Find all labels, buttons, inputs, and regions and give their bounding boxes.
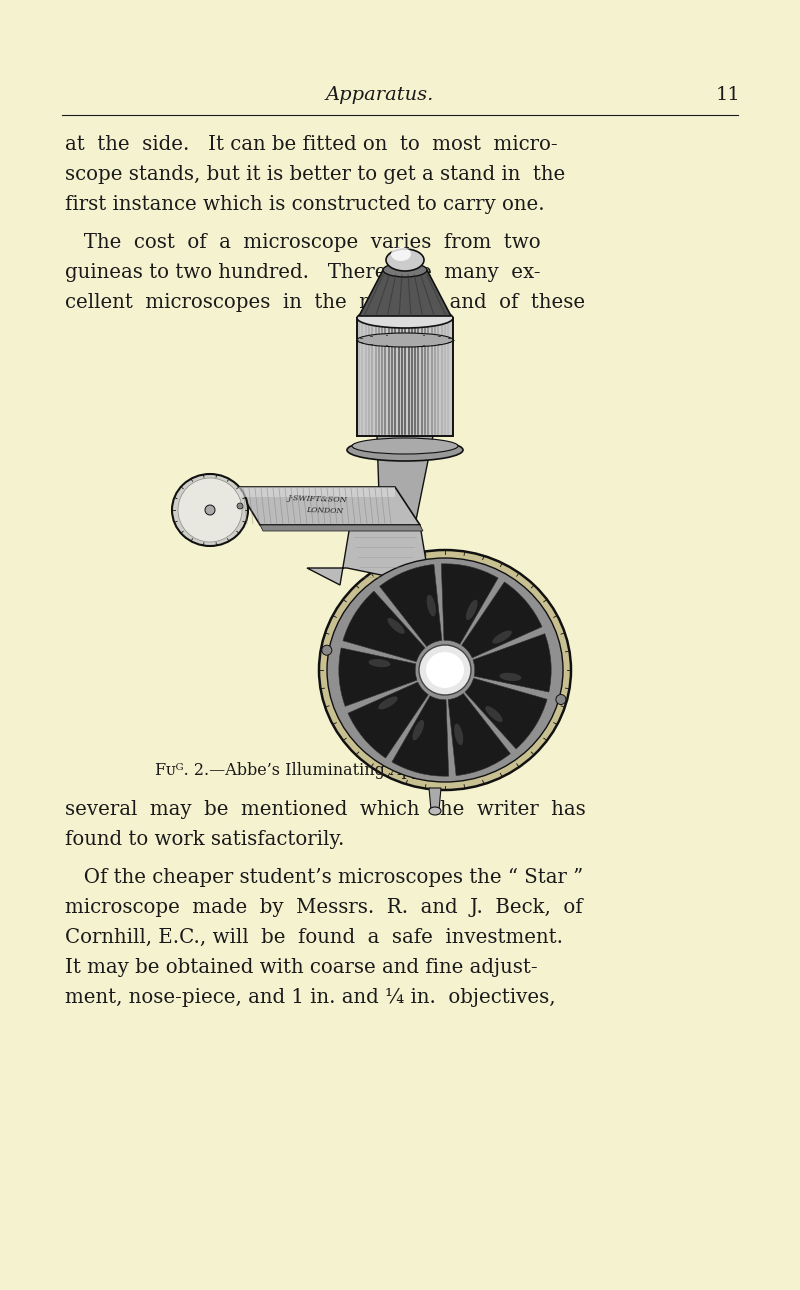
- Ellipse shape: [386, 249, 424, 271]
- Wedge shape: [380, 565, 442, 646]
- Wedge shape: [462, 582, 542, 658]
- FancyBboxPatch shape: [357, 319, 453, 436]
- Text: ment, nose-piece, and 1 in. and ¼ in.  objectives,: ment, nose-piece, and 1 in. and ¼ in. ob…: [65, 988, 556, 1007]
- Ellipse shape: [352, 439, 458, 454]
- Ellipse shape: [347, 439, 463, 461]
- Text: Of the cheaper student’s microscopes the “ Star ”: Of the cheaper student’s microscopes the…: [65, 868, 583, 888]
- Text: at  the  side.   It can be fitted on  to  most  micro-: at the side. It can be fitted on to most…: [65, 135, 558, 154]
- Text: The  cost  of  a  microscope  varies  from  two: The cost of a microscope varies from two: [65, 233, 541, 252]
- Ellipse shape: [378, 697, 398, 710]
- Polygon shape: [359, 270, 451, 316]
- Ellipse shape: [383, 263, 427, 277]
- Text: scope stands, but it is better to get a stand in  the: scope stands, but it is better to get a …: [65, 165, 566, 184]
- Polygon shape: [237, 488, 420, 525]
- Circle shape: [205, 504, 215, 515]
- Ellipse shape: [178, 479, 242, 542]
- Ellipse shape: [357, 333, 453, 347]
- Text: microscope  made  by  Messrs.  R.  and  J.  Beck,  of: microscope made by Messrs. R. and J. Bec…: [65, 898, 582, 917]
- Polygon shape: [237, 488, 395, 497]
- Text: several  may  be  mentioned  which  the  writer  has: several may be mentioned which the write…: [65, 800, 586, 819]
- Polygon shape: [429, 788, 441, 810]
- Text: LONDON: LONDON: [306, 507, 344, 516]
- Wedge shape: [392, 695, 449, 777]
- Ellipse shape: [413, 720, 424, 740]
- Ellipse shape: [369, 659, 390, 667]
- Ellipse shape: [387, 618, 405, 633]
- Ellipse shape: [454, 724, 463, 746]
- Text: first instance which is constructed to carry one.: first instance which is constructed to c…: [65, 195, 545, 214]
- Circle shape: [556, 694, 566, 704]
- Ellipse shape: [319, 550, 571, 789]
- Wedge shape: [343, 591, 425, 662]
- Text: It may be obtained with coarse and fine adjust-: It may be obtained with coarse and fine …: [65, 958, 538, 977]
- Wedge shape: [473, 633, 551, 691]
- Ellipse shape: [357, 308, 453, 328]
- Ellipse shape: [172, 473, 248, 546]
- Wedge shape: [448, 694, 510, 775]
- Circle shape: [237, 503, 243, 510]
- Ellipse shape: [466, 600, 478, 620]
- Ellipse shape: [499, 673, 522, 681]
- Polygon shape: [260, 525, 423, 531]
- Text: cellent  microscopes  in  the  market,  and  of  these: cellent microscopes in the market, and o…: [65, 293, 585, 312]
- Text: guineas to two hundred.   There  are  many  ex-: guineas to two hundred. There are many e…: [65, 263, 541, 283]
- Text: 11: 11: [716, 86, 740, 104]
- Text: found to work satisfactorily.: found to work satisfactorily.: [65, 829, 344, 849]
- Ellipse shape: [492, 631, 512, 644]
- Text: J·SWIFT&SON: J·SWIFT&SON: [287, 494, 347, 504]
- Ellipse shape: [426, 595, 436, 617]
- Wedge shape: [465, 679, 547, 749]
- Ellipse shape: [426, 651, 464, 688]
- Text: Fᴜᴳ. 2.—Abbe’s Illuminating Apparatus.: Fᴜᴳ. 2.—Abbe’s Illuminating Apparatus.: [155, 762, 479, 779]
- Polygon shape: [307, 525, 430, 584]
- Circle shape: [322, 645, 332, 655]
- Wedge shape: [339, 648, 417, 707]
- Ellipse shape: [327, 559, 563, 782]
- Ellipse shape: [391, 246, 411, 261]
- Text: Apparatus.: Apparatus.: [326, 86, 434, 104]
- Polygon shape: [377, 436, 433, 525]
- Wedge shape: [442, 564, 498, 644]
- Ellipse shape: [486, 706, 502, 722]
- Wedge shape: [348, 682, 428, 759]
- Ellipse shape: [429, 808, 441, 815]
- Text: Cornhill, E.C., will  be  found  a  safe  investment.: Cornhill, E.C., will be found a safe inv…: [65, 928, 563, 947]
- Ellipse shape: [419, 645, 471, 695]
